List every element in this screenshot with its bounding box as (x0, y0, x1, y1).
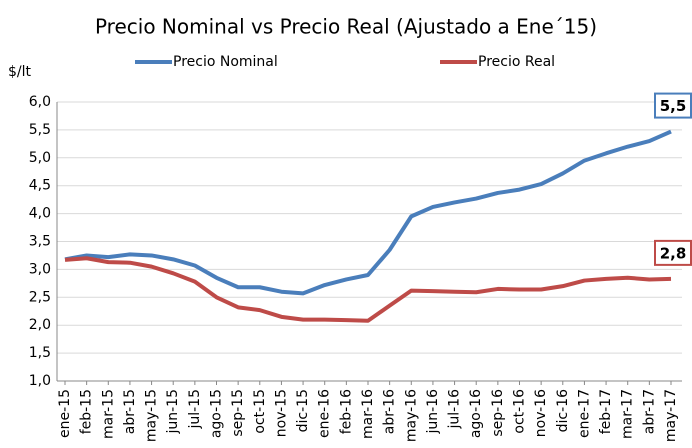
y-tick-label: 3,0 (29, 261, 51, 277)
x-tick-label: nov-15 (273, 389, 289, 437)
y-tick-label: 4,0 (29, 206, 51, 222)
x-tick-label: sep-15 (230, 389, 246, 437)
x-tick-label: ago-16 (468, 389, 484, 438)
x-tick-label: may-16 (403, 389, 419, 442)
legend-label: Precio Real (478, 54, 555, 70)
y-tick-label: 5,0 (29, 150, 51, 166)
x-tick-label: oct-16 (512, 389, 528, 434)
value-label: 2,8 (660, 244, 687, 262)
y-tick-label: 3,5 (29, 234, 51, 250)
x-tick-label: ago-15 (209, 389, 225, 438)
x-tick-label: ene-17 (576, 389, 592, 438)
x-tick-label: abr-16 (382, 389, 398, 434)
x-tick-label: dic-16 (555, 389, 571, 432)
y-tick-label: 2,0 (29, 317, 51, 333)
y-axis-label: $/lt (8, 64, 32, 80)
y-tick-label: 2,5 (29, 289, 51, 305)
x-tick-label: feb-15 (79, 389, 95, 434)
x-tick-label: feb-17 (598, 389, 614, 434)
x-tick-label: abr-17 (641, 389, 657, 434)
y-tick-label: 4,5 (29, 178, 51, 194)
value-label-box (654, 92, 692, 119)
x-tick-label: dic-15 (295, 389, 311, 432)
x-tick-label: abr-15 (122, 389, 138, 434)
x-tick-label: jun-15 (165, 389, 181, 435)
x-tick-label: ene-16 (317, 389, 333, 438)
y-tick-label: 6,0 (29, 94, 51, 110)
series-line (64, 129, 672, 296)
x-tick-label: mar-16 (360, 389, 376, 439)
chart-title: Precio Nominal vs Precio Real (Ajustado … (95, 15, 597, 39)
y-tick-label: 5,5 (29, 122, 51, 138)
legend-label: Precio Nominal (173, 54, 278, 70)
x-tick-label: mar-17 (620, 389, 636, 439)
x-tick-label: feb-16 (338, 389, 354, 434)
value-label: 5,5 (660, 97, 687, 115)
series-line (64, 256, 672, 323)
x-tick-label: may-15 (144, 389, 160, 442)
x-tick-label: may-17 (663, 389, 679, 442)
x-tick-label: oct-15 (252, 389, 268, 434)
x-tick-label: jun-16 (425, 389, 441, 435)
x-tick-label: jul-16 (447, 389, 463, 430)
y-tick-label: 1,5 (29, 345, 51, 361)
x-tick-label: mar-15 (100, 389, 116, 439)
y-tick-label: 1,0 (29, 373, 51, 389)
x-tick-label: nov-16 (533, 389, 549, 437)
value-label-box (654, 239, 692, 266)
x-tick-label: jul-15 (187, 389, 203, 430)
x-tick-label: sep-16 (490, 389, 506, 437)
x-tick-label: ene-15 (57, 389, 73, 438)
